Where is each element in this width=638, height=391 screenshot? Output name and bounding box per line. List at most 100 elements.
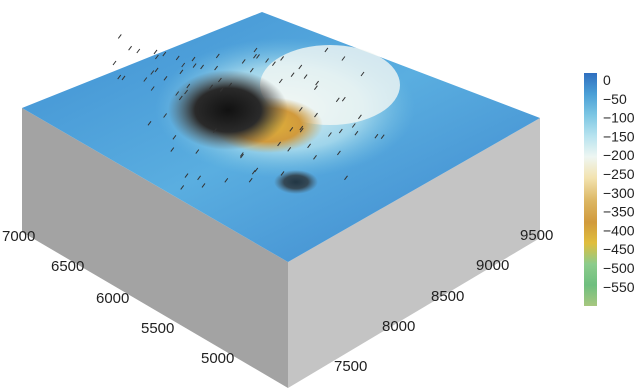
y-tick-label: 9000: [476, 257, 509, 274]
colorbar-tick-label: −50: [603, 91, 627, 107]
x-tick-label: 5500: [141, 320, 174, 337]
drillhole-marker: [154, 54, 159, 60]
drillhole-marker: [335, 97, 340, 103]
colorbar-tick-label: −400: [603, 222, 635, 238]
drillhole-marker: [201, 183, 206, 188]
drillhole-marker: [248, 177, 253, 183]
colorbar-tick-label: −300: [603, 185, 635, 201]
drillhole-marker: [117, 34, 122, 39]
drillhole-marker: [324, 47, 329, 53]
drillhole-marker: [336, 150, 341, 156]
drillhole-marker: [239, 152, 244, 157]
drillhole-marker: [175, 91, 180, 96]
drillhole-marker: [307, 143, 312, 149]
colorbar-tick-label: −200: [603, 147, 635, 163]
drillhole-marker: [253, 47, 258, 53]
drillhole-marker: [249, 67, 254, 73]
drillhole-marker: [181, 62, 186, 68]
x-tick-label: 6000: [96, 290, 129, 307]
drillhole-marker: [209, 84, 214, 90]
drillhole-marker: [172, 135, 177, 140]
drillhole-marker: [299, 127, 304, 133]
drillhole-marker: [184, 173, 189, 178]
y-tick-label: 8000: [382, 318, 415, 335]
colorbar-labels: 0 −50 −100 −150 −200 −250 −300 −350 −400 −450 −500…: [603, 72, 635, 295]
drillhole-marker: [195, 149, 200, 154]
drillhole-marker: [360, 71, 365, 77]
drillhole-marker: [184, 89, 189, 95]
drillhole-marker: [128, 45, 133, 51]
drillhole-marker: [175, 55, 180, 61]
drillhole-marker: [219, 87, 224, 92]
drillhole-marker: [338, 128, 343, 134]
drillhole-marker: [341, 56, 346, 61]
colorbar-tick-label: −450: [603, 241, 635, 257]
drillhole-markers: [112, 34, 385, 190]
drillhole-marker: [154, 67, 159, 73]
drillhole-marker: [289, 127, 294, 132]
drillhole-marker: [341, 96, 346, 102]
drillhole-marker: [214, 65, 219, 71]
drillhole-marker: [265, 58, 270, 63]
drillhole-marker: [147, 121, 152, 126]
drillhole-marker: [153, 49, 158, 55]
colorbar-tick-label: −150: [603, 128, 635, 144]
drillhole-marker: [212, 128, 217, 133]
drillhole-marker: [313, 85, 318, 90]
drillhole-marker: [280, 56, 285, 61]
drillhole-marker: [315, 80, 320, 86]
drillhole-marker: [271, 61, 276, 66]
drillhole-marker: [192, 63, 197, 68]
y-tick-label: 8500: [431, 288, 464, 305]
drillhole-marker: [344, 175, 348, 181]
drillhole-marker: [254, 167, 259, 173]
drillhole-marker: [150, 86, 155, 91]
x-tick-label: 6500: [51, 258, 84, 275]
x-tick-label: 5000: [201, 350, 234, 367]
drillhole-marker: [163, 76, 168, 81]
drillhole-marker: [277, 141, 282, 147]
drillhole-marker: [163, 113, 168, 118]
drillhole-marker: [197, 175, 202, 181]
drillhole-marker: [351, 123, 356, 128]
drillhole-marker: [117, 74, 122, 80]
drillhole-marker: [251, 169, 256, 175]
y-tick-label: 9500: [520, 227, 553, 244]
drillhole-marker: [224, 178, 229, 183]
drillhole-marker: [136, 48, 141, 54]
block-right-face: [288, 118, 540, 388]
drillhole-marker: [200, 64, 205, 70]
drillhole-marker: [180, 185, 185, 190]
drillhole-marker: [354, 130, 359, 136]
drillhole-marker: [256, 54, 260, 59]
drillhole-marker: [327, 132, 332, 137]
colorbar-tick-label: −500: [603, 260, 635, 276]
colorbar: [584, 73, 597, 306]
drillhole-marker: [299, 125, 304, 131]
drillhole-marker: [186, 83, 191, 89]
drillhole-marker: [112, 60, 117, 66]
secondary-depression: [274, 170, 318, 194]
drillhole-marker: [303, 74, 308, 79]
drillhole-marker: [162, 51, 167, 57]
drillhole-marker: [240, 153, 244, 159]
x-tick-label: 7000: [2, 228, 35, 245]
drillhole-marker: [217, 77, 222, 83]
drillhole-marker: [313, 155, 317, 160]
drillhole-marker: [290, 72, 295, 77]
drillhole-marker: [278, 78, 283, 84]
drillhole-marker: [178, 95, 183, 101]
drillhole-marker: [121, 75, 126, 81]
colorbar-tick-label: −100: [603, 110, 635, 126]
colorbar-tick-label: 0: [603, 72, 611, 88]
drillhole-marker: [191, 56, 196, 62]
drillhole-marker: [150, 70, 155, 75]
colorbar-tick-label: −350: [603, 204, 635, 220]
drillhole-marker: [215, 53, 220, 59]
pit-deep-dark: [168, 70, 288, 150]
drillhole-marker: [143, 77, 148, 82]
drillhole-marker: [287, 147, 292, 152]
surface-features: [155, 38, 415, 194]
drillhole-marker: [374, 133, 379, 139]
